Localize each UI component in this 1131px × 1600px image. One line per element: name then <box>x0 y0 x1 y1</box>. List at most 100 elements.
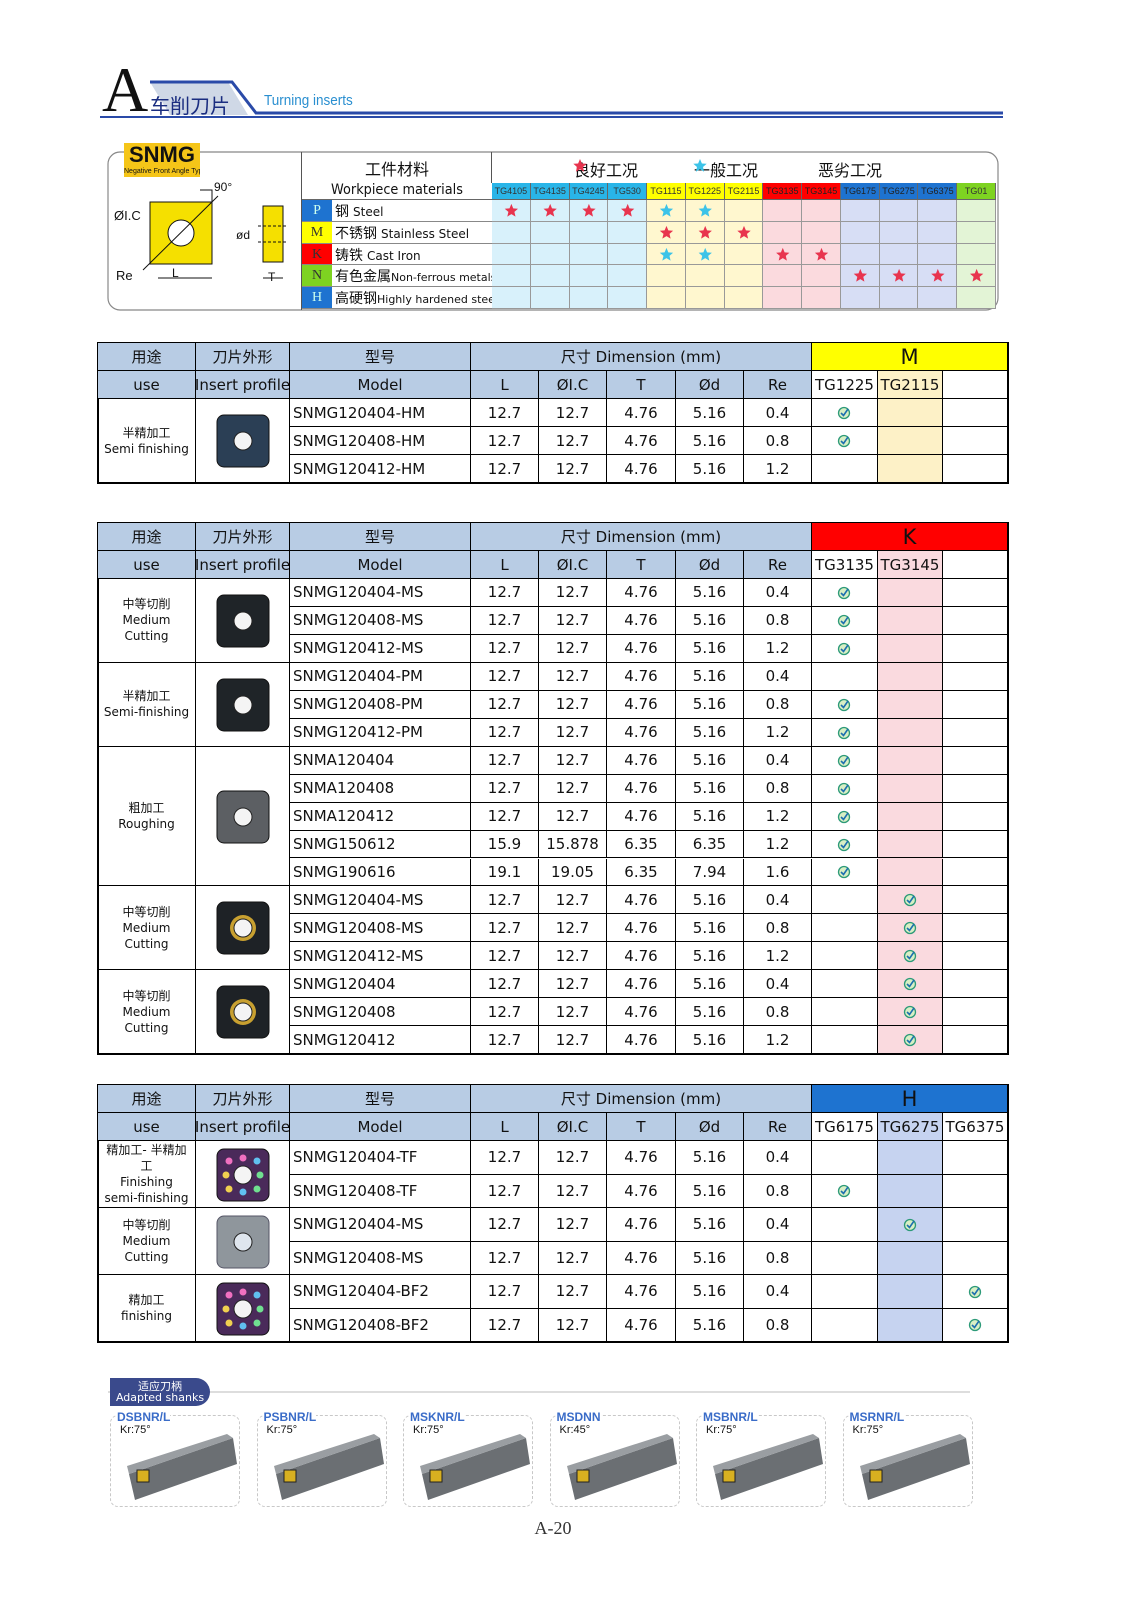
row-rule <box>492 264 996 266</box>
insert-image <box>216 790 270 844</box>
header-dimension: 尺寸 Dimension (mm) <box>471 343 812 371</box>
header-group: K <box>812 523 1008 551</box>
grade-cell <box>812 998 878 1027</box>
material-code: N <box>302 265 332 288</box>
type-subtitle: Negative Front Angle Type <box>124 167 200 177</box>
grade-header: TG6275 <box>879 183 919 200</box>
dimension-value: 6.35 <box>676 830 744 859</box>
condition-label: 良好工况 <box>574 161 639 180</box>
model-cell: SNMG120408-MS <box>290 606 471 635</box>
dimension-value: 12.7 <box>539 662 607 691</box>
header-grade <box>943 551 1008 579</box>
model-cell: SNMG120408 <box>290 998 471 1027</box>
dimension-value: 12.7 <box>471 1241 539 1275</box>
dimension-value: 5.16 <box>676 914 744 943</box>
re-label: Re <box>116 268 133 283</box>
insert-chipbreaker <box>253 1319 261 1326</box>
insert-image <box>216 1148 270 1201</box>
dimension-value: 0.8 <box>744 1308 812 1342</box>
suitability-star <box>659 225 674 239</box>
suitability-star <box>814 247 829 261</box>
shank-name: MSDNN <box>556 1410 601 1424</box>
check-tick <box>905 895 915 905</box>
grade-tint <box>918 200 958 309</box>
grade-cell <box>943 802 1008 831</box>
header-grade: TG6375 <box>943 1113 1008 1141</box>
check-tick <box>840 812 849 821</box>
header-grade <box>943 371 1008 399</box>
model-cell: SNMG120412-HM <box>290 455 471 483</box>
grade-cell <box>878 662 943 691</box>
dimension-value: 0.4 <box>744 1141 812 1175</box>
grade-cell <box>943 634 1008 663</box>
shank-name: PSBNR/L <box>263 1410 317 1424</box>
grade-cell <box>943 718 1008 747</box>
insert-drawing <box>142 189 288 279</box>
header-use-en: use <box>98 371 196 399</box>
model-cell: SNMG190616 <box>290 858 471 887</box>
shank-name: DSBNR/L <box>117 1410 171 1424</box>
suitability-star <box>698 247 712 261</box>
dimension-value: 12.7 <box>539 1241 607 1275</box>
material-name: 高硬钢Highly hardened steel <box>332 287 492 309</box>
check-tick <box>840 436 849 445</box>
shank-insert <box>283 1469 296 1483</box>
check-tick <box>905 979 915 989</box>
grade-cell <box>878 774 943 803</box>
profile-cell <box>196 662 290 747</box>
grade-cell <box>943 662 1008 691</box>
insert-chipbreaker <box>222 1305 230 1312</box>
dimension-value: 12.7 <box>539 1141 607 1175</box>
grade-cell <box>878 830 943 859</box>
dimension-value: 5.16 <box>676 1241 744 1275</box>
header-group: M <box>812 343 1008 371</box>
grade-cell <box>943 774 1008 803</box>
dim-line <box>142 195 219 271</box>
dimension-value: 12.7 <box>539 1275 607 1309</box>
model-cell: SNMG120412-MS <box>290 942 471 971</box>
header-tab <box>150 82 248 115</box>
check-mark <box>903 1218 916 1231</box>
header-dim: ØI.C <box>539 1113 607 1141</box>
dimension-value: 5.16 <box>676 1308 744 1342</box>
dimension-value: 5.16 <box>676 1275 744 1309</box>
check-tick <box>840 868 849 877</box>
grade-tint <box>685 200 725 309</box>
dimension-value: 12.7 <box>471 802 539 831</box>
dimension-value: 12.7 <box>471 455 539 483</box>
insert-chipbreaker <box>222 1171 230 1178</box>
dimension-value: 5.16 <box>676 774 744 803</box>
insert-image <box>216 594 270 648</box>
insert-hole <box>233 611 253 631</box>
grade-cell <box>812 1275 878 1309</box>
grade-header: TG3135 <box>763 183 803 200</box>
use-cell: 精加工 finishing <box>98 1275 196 1342</box>
grade-cell <box>878 579 943 607</box>
profile-cell <box>196 579 290 663</box>
dimension-value: 12.7 <box>471 579 539 607</box>
insert-hole <box>233 807 253 827</box>
header-grade: TG6175 <box>812 1113 878 1141</box>
grade-header: TG6175 <box>840 183 880 200</box>
section-title-cn: 车削刀片 <box>150 94 230 118</box>
dimension-value: 0.4 <box>744 1275 812 1309</box>
material-code: P <box>302 200 332 222</box>
model-cell: SNMA120408 <box>290 774 471 803</box>
dimension-value: 12.7 <box>539 690 607 719</box>
shanks-title-cn: 适应刀柄 <box>138 1380 182 1393</box>
dimension-value: 12.7 <box>471 634 539 663</box>
grade-cell <box>812 774 878 803</box>
dimension-value: 5.16 <box>676 970 744 999</box>
grade-cell <box>943 1241 1008 1275</box>
suitability-star <box>582 203 596 217</box>
suitability-star <box>853 269 867 282</box>
suitability-star <box>737 225 751 239</box>
materials-divider <box>301 152 302 310</box>
dimension-value: 5.16 <box>676 1174 744 1208</box>
dimension-value: 0.8 <box>744 427 812 455</box>
grade-cell <box>878 746 943 775</box>
header-use-cn: 用途 <box>98 1085 196 1113</box>
grade-tint <box>724 200 764 309</box>
dimension-value: 4.76 <box>607 690 676 719</box>
dimension-value: 4.76 <box>607 1141 676 1175</box>
